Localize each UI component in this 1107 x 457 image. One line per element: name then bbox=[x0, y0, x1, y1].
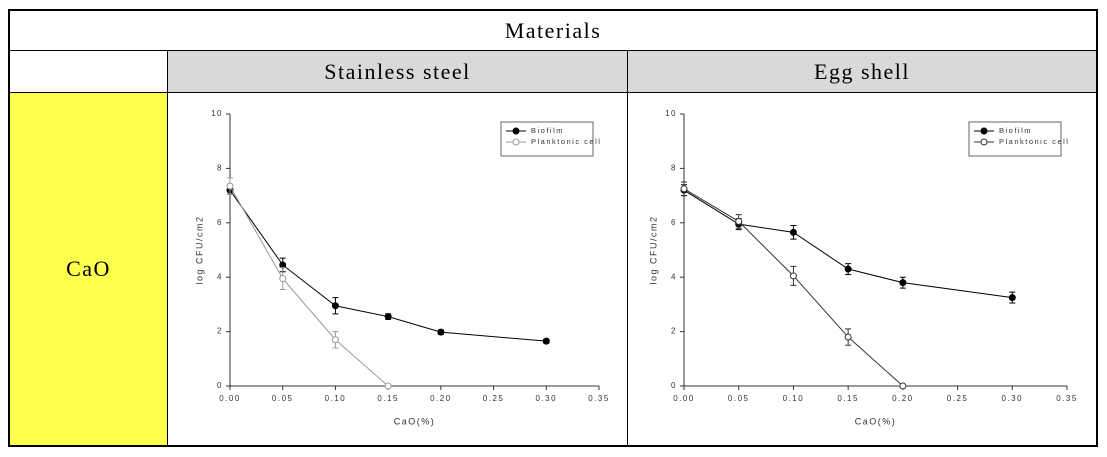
x-tick-label: 0.05 bbox=[272, 394, 294, 403]
series-line bbox=[683, 188, 903, 387]
data-point bbox=[437, 328, 445, 336]
data-point bbox=[844, 333, 852, 341]
x-tick-label: 0.20 bbox=[892, 394, 914, 403]
y-tick-label: 10 bbox=[211, 109, 223, 118]
legend-label: Biofilm bbox=[531, 126, 564, 135]
legend-marker bbox=[512, 127, 520, 135]
x-tick-label: 0.30 bbox=[1001, 394, 1023, 403]
header-cell: Materials bbox=[8, 9, 1098, 51]
y-tick-label: 0 bbox=[671, 381, 677, 390]
data-point bbox=[1008, 294, 1016, 302]
data-point bbox=[384, 382, 392, 390]
x-tick-label: 0.10 bbox=[325, 394, 347, 403]
data-point bbox=[279, 261, 287, 269]
y-tick-label: 10 bbox=[665, 109, 677, 118]
column-header: Stainless steel bbox=[167, 50, 628, 93]
column-text: Stainless steel bbox=[324, 58, 471, 84]
x-tick-label: 0.30 bbox=[535, 394, 557, 403]
data-point bbox=[279, 275, 287, 283]
x-tick-label: 0.25 bbox=[946, 394, 968, 403]
data-point bbox=[898, 279, 906, 287]
y-tick-label: 4 bbox=[671, 272, 677, 281]
y-tick-label: 6 bbox=[671, 218, 677, 227]
y-tick-label: 6 bbox=[217, 218, 223, 227]
legend-label: Planktonic cell bbox=[999, 137, 1069, 146]
x-tick-label: 0.15 bbox=[377, 394, 399, 403]
x-axis-label: CaO(%) bbox=[854, 416, 896, 426]
x-axis-label: CaO(%) bbox=[394, 416, 436, 426]
y-axis-label: log CFU/cm2 bbox=[648, 215, 658, 284]
data-point bbox=[789, 228, 797, 236]
y-axis-label: log CFU/cm2 bbox=[194, 215, 204, 284]
x-tick-label: 0.00 bbox=[219, 394, 241, 403]
legend-marker bbox=[980, 127, 987, 135]
y-tick-label: 8 bbox=[671, 164, 677, 173]
y-tick-label: 2 bbox=[671, 327, 677, 336]
corner-cell bbox=[8, 50, 168, 93]
row-label-cell: CaO bbox=[8, 92, 168, 447]
chart: 0 2 4 6 8 10 0.00 0.05 0.10 0.15 0.20 0.25 0.30 0.35 C… bbox=[194, 109, 610, 426]
data-point bbox=[680, 185, 687, 193]
data-point bbox=[734, 217, 742, 225]
data-point bbox=[844, 265, 852, 273]
x-tick-label: 0.05 bbox=[727, 394, 749, 403]
legend-label: Planktonic cell bbox=[531, 137, 601, 146]
y-tick-label: 2 bbox=[217, 327, 223, 336]
x-tick-label: 0.35 bbox=[1056, 394, 1078, 403]
y-tick-label: 4 bbox=[217, 272, 223, 281]
legend-marker bbox=[980, 138, 987, 146]
column-header: Egg shell bbox=[627, 50, 1098, 93]
chart-cell: 0 2 4 6 8 10 0.00 0.05 0.10 0.15 0.20 0.25 0.30 0.35 C… bbox=[167, 92, 628, 447]
data-point bbox=[542, 337, 550, 345]
chart-cell: 0 2 4 6 8 10 0.00 0.05 0.10 0.15 0.20 0.25 0.30 0.35 C… bbox=[627, 92, 1098, 447]
x-tick-label: 0.35 bbox=[588, 394, 610, 403]
series-line bbox=[229, 185, 389, 387]
series-line bbox=[683, 189, 1012, 299]
data-point bbox=[226, 182, 234, 190]
y-tick-label: 8 bbox=[217, 164, 223, 173]
data-point bbox=[331, 302, 339, 310]
header-text: Materials bbox=[504, 17, 602, 43]
y-tick-label: 0 bbox=[217, 381, 223, 390]
row-label: CaO bbox=[66, 256, 111, 281]
legend-label: Biofilm bbox=[999, 126, 1032, 135]
column-text: Egg shell bbox=[814, 58, 910, 84]
x-tick-label: 0.10 bbox=[782, 394, 804, 403]
data-point bbox=[789, 272, 797, 280]
x-tick-label: 0.00 bbox=[673, 394, 695, 403]
data-point bbox=[331, 336, 339, 344]
x-tick-label: 0.15 bbox=[837, 394, 859, 403]
x-tick-label: 0.25 bbox=[483, 394, 505, 403]
chart: 0 2 4 6 8 10 0.00 0.05 0.10 0.15 0.20 0.25 0.30 0.35 C… bbox=[648, 109, 1078, 426]
data-point bbox=[898, 382, 906, 390]
x-tick-label: 0.20 bbox=[430, 394, 452, 403]
series-line bbox=[229, 189, 547, 342]
data-point bbox=[384, 313, 392, 321]
legend-marker bbox=[512, 138, 520, 146]
